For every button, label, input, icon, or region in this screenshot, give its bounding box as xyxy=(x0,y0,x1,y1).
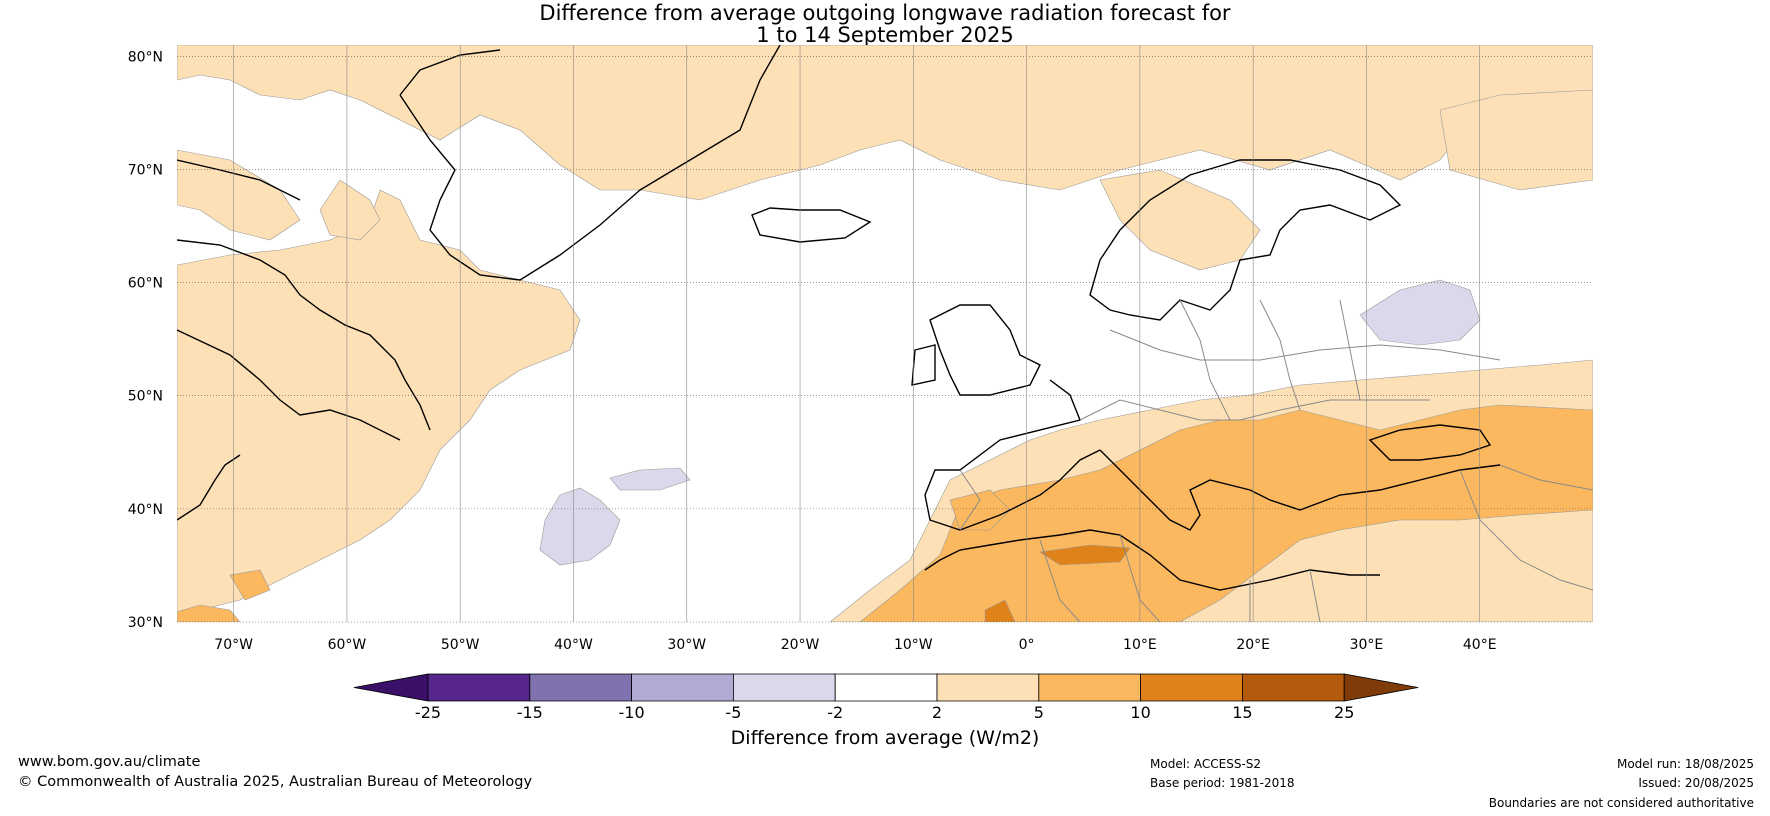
graticule xyxy=(177,45,1593,623)
lon-label: 60°W xyxy=(328,637,367,653)
copyright-text: © Commonwealth of Australia 2025, Austra… xyxy=(18,774,533,790)
lon-label: 40°W xyxy=(554,637,593,653)
anomaly-region-sahara-south xyxy=(984,599,1016,622)
disclaimer-text: Boundaries are not considered authoritat… xyxy=(1488,796,1754,810)
colorbar-extend-low xyxy=(353,673,429,702)
anomaly-region-carolina xyxy=(177,604,241,622)
colorbar-segment xyxy=(1242,673,1345,702)
country-borders xyxy=(959,299,1593,622)
colorbar-tick-label: 10 xyxy=(1130,703,1151,722)
colorbar-segment xyxy=(1140,673,1243,702)
coast-iceland xyxy=(751,207,872,243)
lon-label: 10°W xyxy=(894,637,933,653)
lon-label: 20°W xyxy=(781,637,820,653)
border-europe-2 xyxy=(1109,329,1501,361)
lon-label: 70°W xyxy=(214,637,253,653)
website-text: www.bom.gov.au/climate xyxy=(18,754,201,770)
anomaly-field xyxy=(177,45,1593,622)
colorbar xyxy=(353,673,1419,702)
coast-scandinavia xyxy=(1089,159,1402,321)
colorbar-tick-label: -15 xyxy=(516,703,543,722)
lat-label: 60°N xyxy=(128,276,163,292)
colorbar-segment xyxy=(529,673,632,702)
border-middle-east xyxy=(1459,464,1593,591)
colorbar-segment xyxy=(1038,673,1141,702)
anomaly-region-russia-north xyxy=(1439,89,1593,191)
lon-label: 10°E xyxy=(1123,637,1157,653)
border-europe-1 xyxy=(1079,399,1430,421)
lat-label: 40°N xyxy=(128,502,163,518)
lon-label: 0° xyxy=(1019,637,1035,653)
colorbar-tick-label: -5 xyxy=(725,703,742,722)
colorbar-tick-label: -25 xyxy=(414,703,442,722)
border-europe-3 xyxy=(1179,299,1361,421)
anomaly-region-atlantic-small xyxy=(229,569,271,601)
anomaly-region-mediterranean xyxy=(859,404,1593,622)
colorbar-tick-label: 5 xyxy=(1033,703,1044,722)
lat-label: 50°N xyxy=(128,389,163,405)
border-iberia xyxy=(959,469,981,531)
anomaly-region-baffin xyxy=(177,149,301,241)
colorbar-tick-label: -10 xyxy=(618,703,645,722)
colorbar-segment xyxy=(427,673,531,702)
colorbar-segment xyxy=(834,673,938,702)
map-title-line1: Difference from average outgoing longwav… xyxy=(539,1,1231,25)
colorbar-tick-label: 25 xyxy=(1334,703,1355,722)
colorbar-tick-label: -2 xyxy=(827,703,844,722)
colorbar-title: Difference from average (W/m2) xyxy=(730,727,1040,749)
model-text: Model: ACCESS-S2 xyxy=(1150,757,1262,771)
anomaly-region-iberia-south xyxy=(949,489,1011,531)
anomaly-region-mid-atlantic xyxy=(319,179,381,241)
colorbar-segment xyxy=(936,673,1040,702)
lon-label: 50°W xyxy=(441,637,480,653)
colorbar-segment xyxy=(733,673,836,702)
colorbar-segment xyxy=(631,673,734,702)
coast-europe-west xyxy=(924,379,1501,531)
coast-black-sea xyxy=(1368,424,1492,461)
lat-label: 30°N xyxy=(128,615,163,631)
coastlines xyxy=(177,45,1501,591)
anomaly-region-atlantic-negative-1 xyxy=(539,487,621,566)
anomaly-region-north-atlantic-arctic xyxy=(177,45,1593,201)
model-run-text: Model run: 18/08/2025 xyxy=(1616,757,1754,771)
lon-label: 40°E xyxy=(1463,637,1497,653)
map-title-line2: 1 to 14 September 2025 xyxy=(756,23,1014,47)
coast-british-isles xyxy=(911,304,1041,396)
colorbar-extend-high xyxy=(1343,673,1419,702)
lat-label: 80°N xyxy=(128,49,163,65)
coast-greenland xyxy=(399,45,781,281)
lon-label: 20°E xyxy=(1236,637,1270,653)
colorbar-tick-label: 2 xyxy=(931,703,943,722)
colorbar-tick-label: 15 xyxy=(1232,703,1253,722)
base-period-text: Base period: 1981-2018 xyxy=(1150,776,1295,790)
issued-text: Issued: 20/08/2025 xyxy=(1638,776,1754,790)
lon-label: 30°W xyxy=(667,637,706,653)
coast-canada xyxy=(177,159,431,441)
coast-us-east xyxy=(177,454,241,521)
lon-label: 30°E xyxy=(1350,637,1384,653)
anomaly-region-atlantic-negative-2 xyxy=(609,467,691,491)
lat-label: 70°N xyxy=(128,162,163,178)
anomaly-region-sahara xyxy=(1039,544,1131,566)
